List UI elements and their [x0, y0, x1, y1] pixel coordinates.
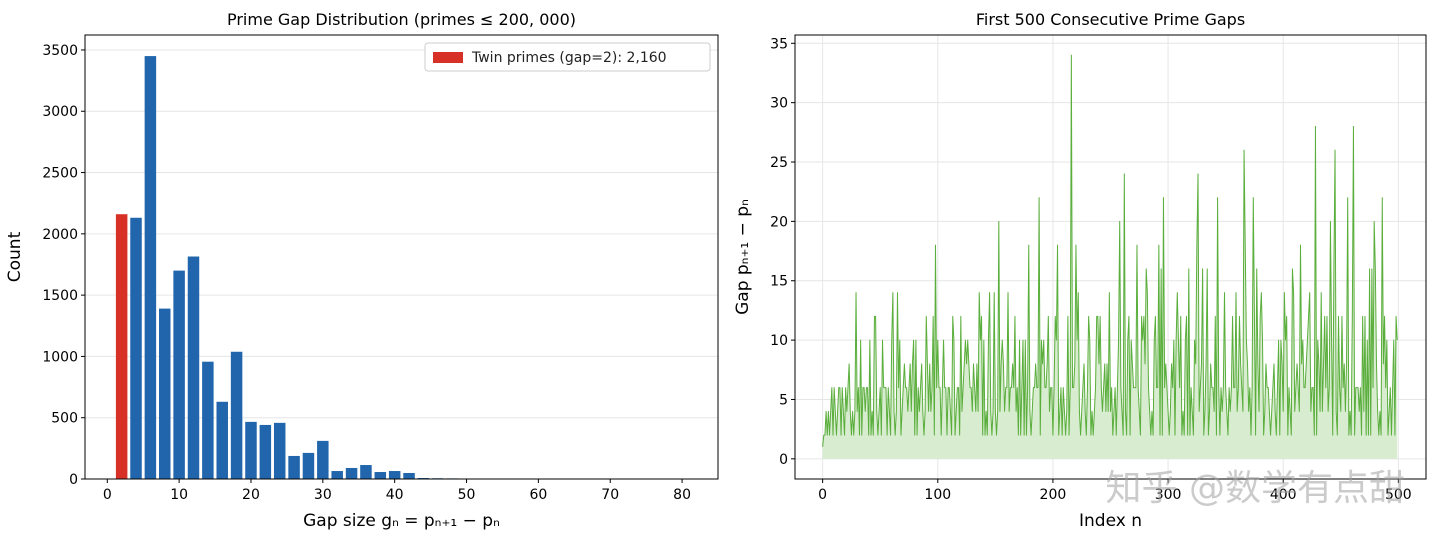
y-axis-label: Gap pₙ₊₁ − pₙ: [733, 199, 753, 315]
x-tick-label: 50: [458, 487, 476, 503]
x-tick-label: 40: [386, 487, 404, 503]
y-tick-label: 15: [770, 274, 788, 290]
y-tick-label: 20: [770, 214, 788, 230]
bar: [317, 441, 328, 479]
x-tick-label: 0: [103, 487, 112, 503]
bar: [360, 465, 371, 479]
bar: [173, 271, 184, 479]
y-tick-label: 1000: [42, 349, 78, 365]
bar: [216, 402, 227, 479]
y-tick-label: 3000: [42, 104, 78, 120]
y-tick-label: 5: [779, 392, 788, 408]
x-tick-label: 100: [924, 487, 951, 503]
y-tick-label: 0: [779, 452, 788, 468]
y-tick-label: 2000: [42, 227, 78, 243]
bar: [202, 362, 213, 479]
bar: [145, 56, 156, 479]
x-tick-label: 200: [1040, 487, 1067, 503]
legend-label: Twin primes (gap=2): 2,160: [471, 50, 667, 66]
bar: [116, 214, 127, 479]
y-tick-label: 10: [770, 333, 788, 349]
y-tick-label: 25: [770, 155, 788, 171]
bar: [188, 257, 199, 479]
bar: [274, 423, 285, 479]
x-tick-label: 10: [170, 487, 188, 503]
bar: [288, 456, 299, 479]
bar: [245, 422, 256, 479]
x-axis-label: Index n: [1079, 511, 1142, 531]
bar: [403, 473, 414, 479]
x-tick-label: 0: [818, 487, 827, 503]
bar: [331, 471, 342, 479]
bar: [303, 453, 314, 479]
y-tick-label: 500: [51, 411, 78, 427]
x-tick-label: 70: [601, 487, 619, 503]
bar: [231, 352, 242, 479]
bar: [159, 309, 170, 479]
bar: [389, 471, 400, 479]
chart-title: First 500 Consecutive Prime Gaps: [976, 10, 1245, 29]
legend-swatch: [433, 52, 463, 63]
x-tick-label: 60: [529, 487, 547, 503]
x-tick-label: 80: [673, 487, 691, 503]
y-tick-label: 1500: [42, 288, 78, 304]
line: [823, 55, 1398, 447]
watermark: 知乎 @数学有点甜: [1106, 468, 1405, 509]
x-axis-label: Gap size gₙ = pₙ₊₁ − pₙ: [303, 511, 500, 531]
x-tick-label: 20: [242, 487, 260, 503]
bar: [375, 472, 386, 479]
bar: [346, 468, 357, 479]
y-tick-label: 0: [69, 472, 78, 488]
y-tick-label: 2500: [42, 166, 78, 182]
bar: [130, 218, 141, 479]
x-tick-label: 30: [314, 487, 332, 503]
y-tick-label: 35: [770, 36, 788, 52]
y-tick-label: 30: [770, 96, 788, 112]
y-axis-label: Count: [5, 231, 25, 282]
y-tick-label: 3500: [42, 43, 78, 59]
chart-title: Prime Gap Distribution (primes ≤ 200, 00…: [227, 10, 576, 29]
bar: [260, 425, 271, 479]
